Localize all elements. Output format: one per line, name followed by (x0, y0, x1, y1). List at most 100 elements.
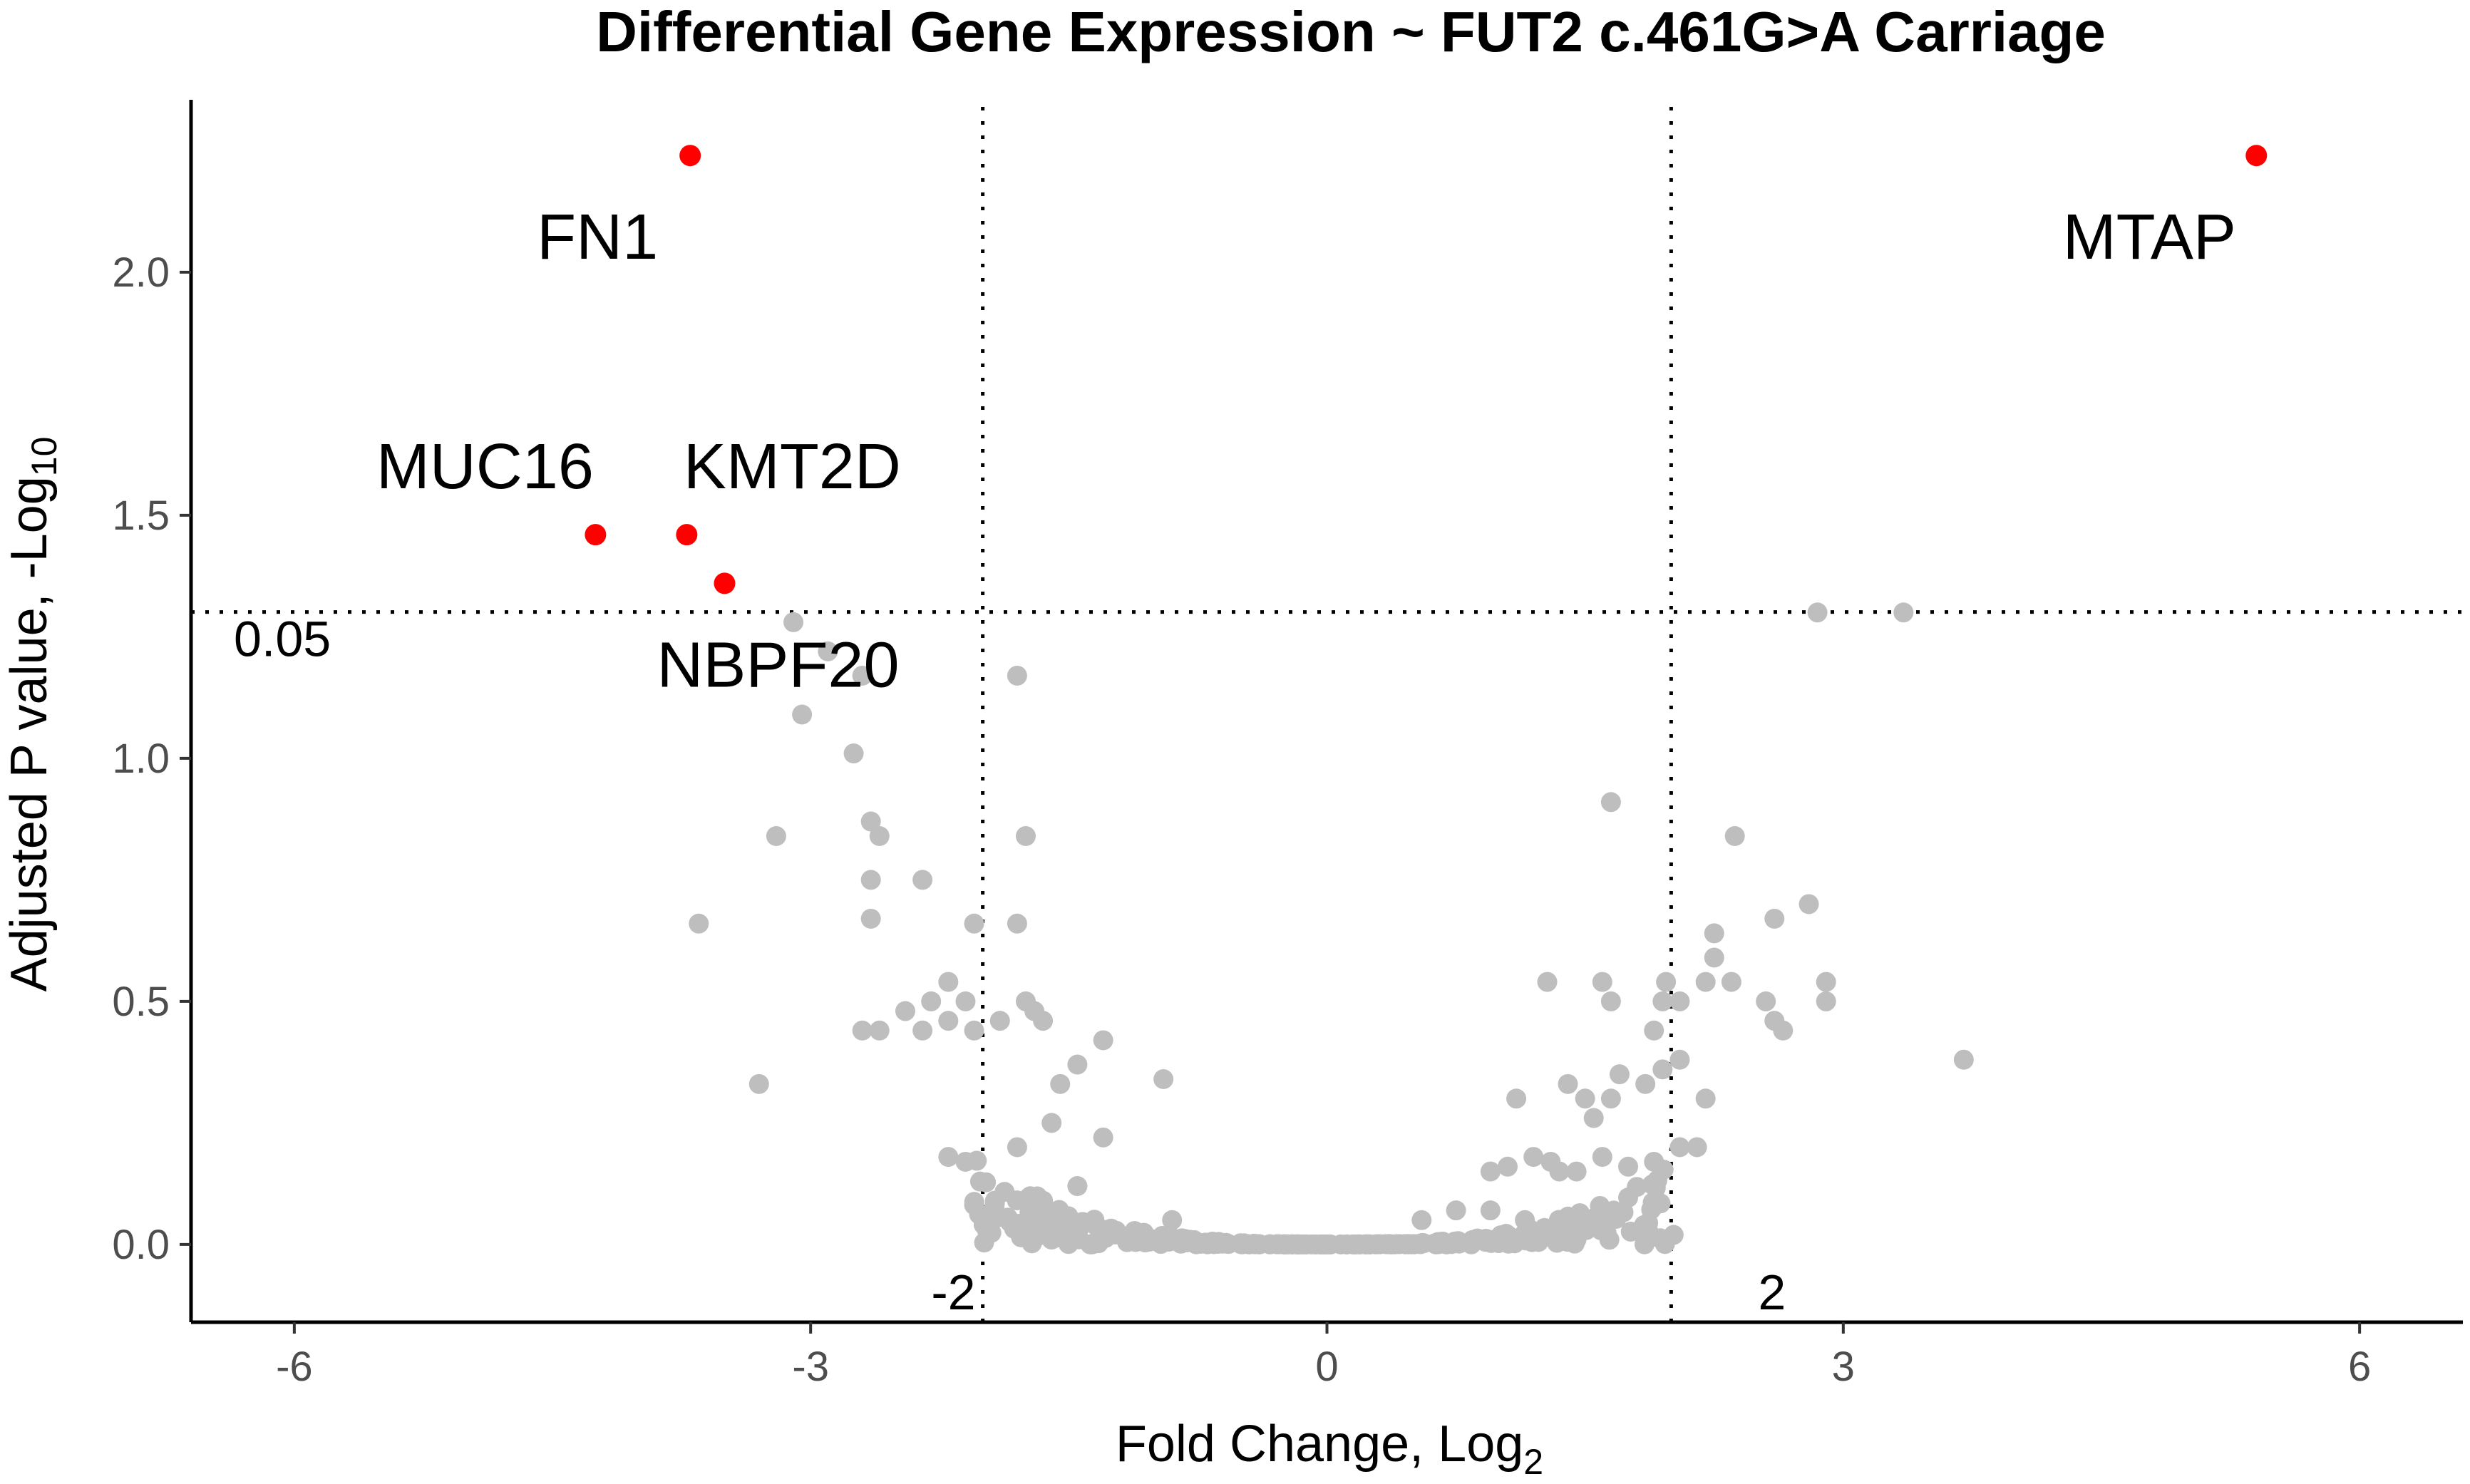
gene-label-muc16: MUC16 (376, 431, 594, 503)
gene-point (1245, 1234, 1265, 1254)
gene-labels: FN1 MTAP MUC16 KMT2D NBPF20 (376, 202, 2236, 701)
x-tick-label: 3 (1832, 1344, 1855, 1390)
gene-point (1117, 1232, 1138, 1252)
gene-point (1297, 1234, 1317, 1254)
gene-point (1575, 1088, 1595, 1109)
gene-point (1566, 1161, 1587, 1182)
gene-point (1515, 1210, 1535, 1230)
gene-point (1652, 1059, 1673, 1080)
non-significant-points (689, 602, 1974, 1254)
significant-points (585, 145, 2268, 594)
gene-point (1414, 1233, 1434, 1254)
gene-point (818, 641, 838, 661)
gene-point (912, 1020, 933, 1041)
gene-point (869, 1020, 890, 1041)
gene-point (1557, 1207, 1578, 1228)
gene-point (1687, 1137, 1707, 1158)
gene-point (1695, 1088, 1716, 1109)
gene-point (1506, 1088, 1527, 1109)
gene-point (1446, 1200, 1466, 1221)
gene-point (1635, 1073, 1656, 1094)
gene-point (1534, 1217, 1555, 1238)
gene-point (1093, 1030, 1113, 1051)
gene-point (1704, 947, 1724, 968)
gene-label-fn1: FN1 (537, 202, 658, 273)
gene-point-nbpf20 (714, 572, 736, 594)
y-tick-label: 0.5 (112, 979, 170, 1025)
gene-point (955, 991, 976, 1011)
gene-point (974, 1232, 994, 1253)
x-tick-label: -3 (792, 1344, 829, 1390)
gene-point (1652, 991, 1673, 1011)
gene-point (1592, 1147, 1612, 1168)
x-tick-label: -6 (276, 1344, 313, 1390)
gene-point (1695, 972, 1716, 992)
gene-point (1267, 1234, 1288, 1254)
svg-text:Adjusted P value, -Log10: Adjusted P value, -Log10 (1, 437, 64, 992)
gene-point (1153, 1069, 1174, 1089)
gene-point (1644, 1151, 1664, 1172)
gene-point (989, 1011, 1010, 1031)
gene-point (1704, 923, 1724, 944)
gene-point (1650, 1228, 1671, 1249)
y-tick-label: 0.0 (112, 1222, 170, 1268)
gene-point (1015, 826, 1036, 846)
gene-point (921, 991, 942, 1011)
gene-point (783, 612, 804, 632)
gene-point (1764, 1011, 1785, 1031)
gene-point (976, 1172, 997, 1192)
chart-title: Differential Gene Expression ~ FUT2 c.46… (596, 0, 2106, 63)
fold-change-threshold-right-label: 2 (1758, 1264, 1786, 1320)
gene-point (1480, 1200, 1501, 1221)
gene-point (1592, 972, 1612, 992)
gene-point (1799, 894, 1819, 914)
gene-point (938, 972, 959, 992)
gene-point (1041, 1230, 1062, 1250)
gene-point (1669, 1137, 1690, 1158)
gene-point (964, 1195, 984, 1215)
gene-point (852, 1020, 873, 1041)
gene-point (1480, 1161, 1501, 1182)
gene-point (1067, 1054, 1088, 1075)
gene-point (1033, 1190, 1054, 1211)
gene-point (1498, 1156, 1518, 1177)
y-axis-title-text: Adjusted P value, -Log (1, 476, 58, 991)
gene-point (1395, 1234, 1416, 1254)
gene-point (1215, 1233, 1236, 1254)
gene-point (912, 870, 933, 890)
gene-point (1600, 991, 1621, 1011)
gene-point (1381, 1234, 1401, 1254)
gene-point (860, 811, 881, 832)
fold-change-threshold-left-label: -2 (931, 1264, 975, 1320)
gene-point (1067, 1176, 1088, 1197)
gene-point (869, 826, 890, 846)
gene-point (1537, 972, 1558, 992)
gene-point (1600, 1088, 1621, 1109)
gene-point (964, 1020, 984, 1041)
gene-label-mtap: MTAP (2063, 202, 2236, 273)
gene-point (1724, 826, 1745, 846)
gene-point (1634, 1215, 1655, 1235)
gene-point (1603, 1200, 1624, 1221)
y-axis-title-subscript: 10 (24, 437, 64, 477)
y-tick-label: 1.5 (112, 493, 170, 539)
gene-point (860, 870, 881, 890)
gene-point (1162, 1210, 1183, 1230)
gene-point (1609, 1064, 1630, 1085)
gene-point (1007, 1137, 1027, 1158)
gene-point (1195, 1232, 1216, 1253)
gene-point (1656, 972, 1677, 992)
gene-point (895, 1001, 915, 1021)
gene-point (1669, 1049, 1690, 1070)
gene-point (1411, 1210, 1432, 1230)
x-axis-title-text: Fold Change, Log (1116, 1416, 1523, 1473)
gene-point (1587, 1208, 1607, 1229)
y-axis-title: Adjusted P value, -Log10 (1, 437, 64, 992)
gene-point (1547, 1232, 1568, 1253)
gene-point (1816, 991, 1836, 1011)
p-value-threshold-label: 0.05 (234, 612, 331, 667)
gene-point (1011, 1227, 1031, 1247)
gene-point (1600, 792, 1621, 813)
gene-point (1816, 972, 1836, 992)
